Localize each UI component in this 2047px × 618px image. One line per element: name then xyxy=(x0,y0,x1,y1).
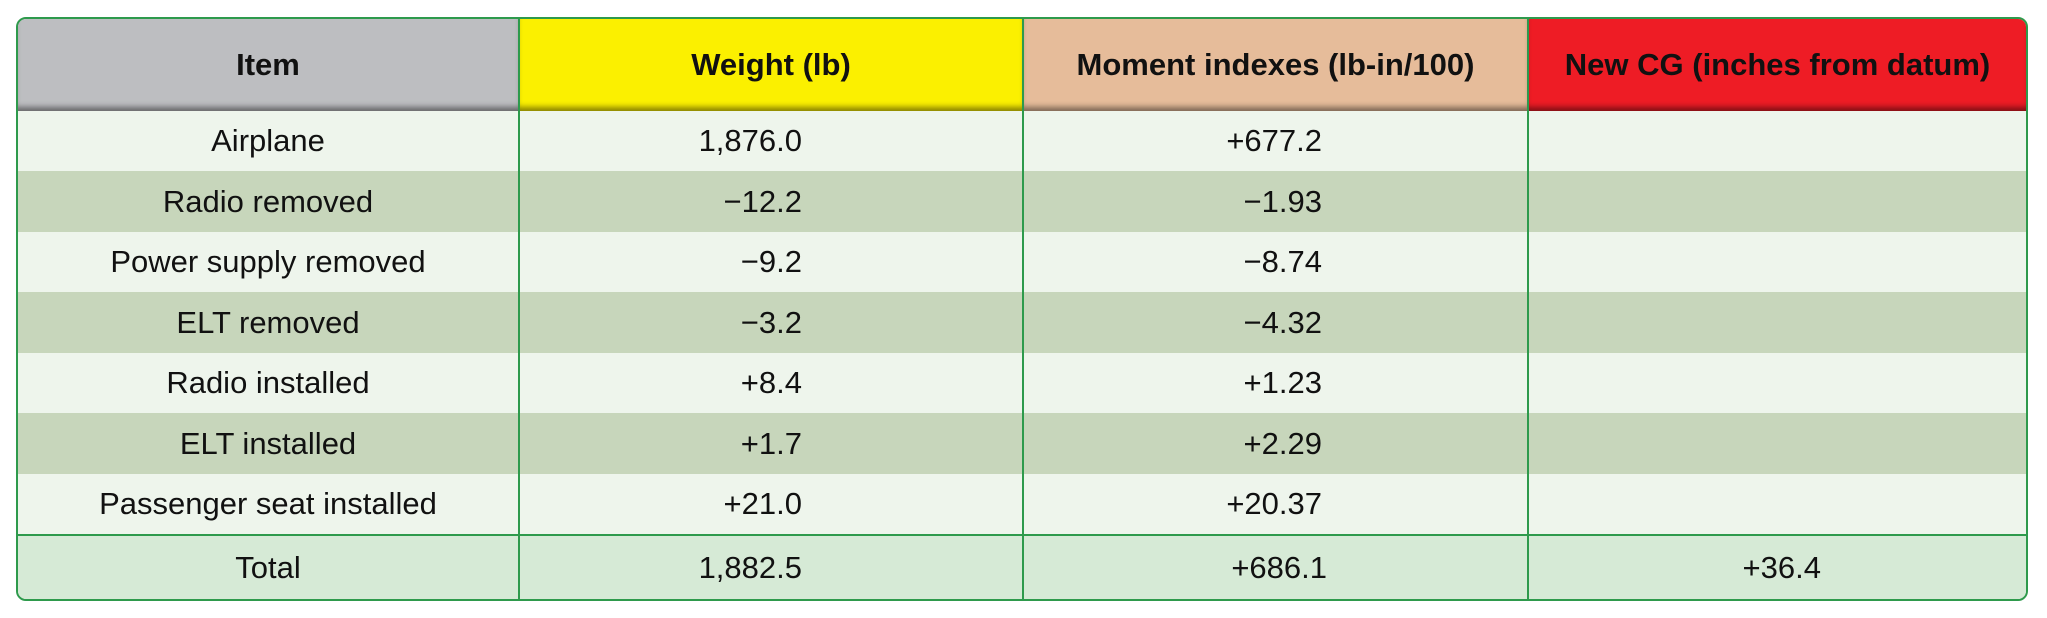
total-moment: +686.1 xyxy=(1022,534,1528,599)
cell-item: Power supply removed xyxy=(18,231,519,293)
cell-weight: 1,876.0 xyxy=(518,111,1023,172)
cell-item: Radio installed xyxy=(18,352,519,414)
header-moment-indexes: Moment indexes (lb-in/100) xyxy=(1022,19,1528,111)
cell-weight: −12.2 xyxy=(518,171,1023,232)
cell-weight: −9.2 xyxy=(518,231,1023,293)
cell-new-cg xyxy=(1527,413,2026,474)
cell-moment: +1.23 xyxy=(1022,352,1528,414)
cell-item: Airplane xyxy=(18,111,519,172)
table-row: ELT installed +1.7 +2.29 xyxy=(18,413,2026,474)
table-row: ELT removed −3.2 −4.32 xyxy=(18,292,2026,353)
cell-new-cg xyxy=(1527,352,2026,414)
table-body: Airplane 1,876.0 +677.2 Radio removed −1… xyxy=(18,111,2026,599)
cell-new-cg xyxy=(1527,111,2026,172)
cell-item: ELT installed xyxy=(18,413,519,474)
cell-new-cg xyxy=(1527,171,2026,232)
cell-moment: +2.29 xyxy=(1022,413,1528,474)
cell-moment: +20.37 xyxy=(1022,473,1528,536)
data-table: Item Weight (lb) Moment indexes (lb-in/1… xyxy=(18,19,2026,599)
header-new-cg: New CG (inches from datum) xyxy=(1527,19,2026,111)
cell-weight: +8.4 xyxy=(518,352,1023,414)
cell-new-cg xyxy=(1527,473,2026,536)
cell-item: Radio removed xyxy=(18,171,519,232)
cell-moment: +677.2 xyxy=(1022,111,1528,172)
cell-moment: −4.32 xyxy=(1022,292,1528,353)
total-label: Total xyxy=(18,534,519,599)
table-row: Airplane 1,876.0 +677.2 xyxy=(18,111,2026,172)
cell-moment: −8.74 xyxy=(1022,231,1528,293)
header-row: Item Weight (lb) Moment indexes (lb-in/1… xyxy=(18,19,2026,111)
table-row: Passenger seat installed +21.0 +20.37 xyxy=(18,473,2026,536)
cell-new-cg xyxy=(1527,292,2026,353)
cell-weight: +21.0 xyxy=(518,473,1023,536)
table-row: Radio removed −12.2 −1.93 xyxy=(18,171,2026,232)
table-row: Power supply removed −9.2 −8.74 xyxy=(18,231,2026,293)
header-weight: Weight (lb) xyxy=(518,19,1023,111)
weight-balance-table: Item Weight (lb) Moment indexes (lb-in/1… xyxy=(16,17,2028,601)
cell-new-cg xyxy=(1527,231,2026,293)
cell-item: Passenger seat installed xyxy=(18,473,519,536)
header-item: Item xyxy=(18,19,519,111)
total-new-cg: +36.4 xyxy=(1527,534,2026,599)
cell-weight: +1.7 xyxy=(518,413,1023,474)
table-header: Item Weight (lb) Moment indexes (lb-in/1… xyxy=(18,19,2026,111)
cell-moment: −1.93 xyxy=(1022,171,1528,232)
cell-item: ELT removed xyxy=(18,292,519,353)
table-row: Radio installed +8.4 +1.23 xyxy=(18,352,2026,414)
total-row: Total 1,882.5 +686.1 +36.4 xyxy=(18,534,2026,599)
total-weight: 1,882.5 xyxy=(518,534,1023,599)
cell-weight: −3.2 xyxy=(518,292,1023,353)
